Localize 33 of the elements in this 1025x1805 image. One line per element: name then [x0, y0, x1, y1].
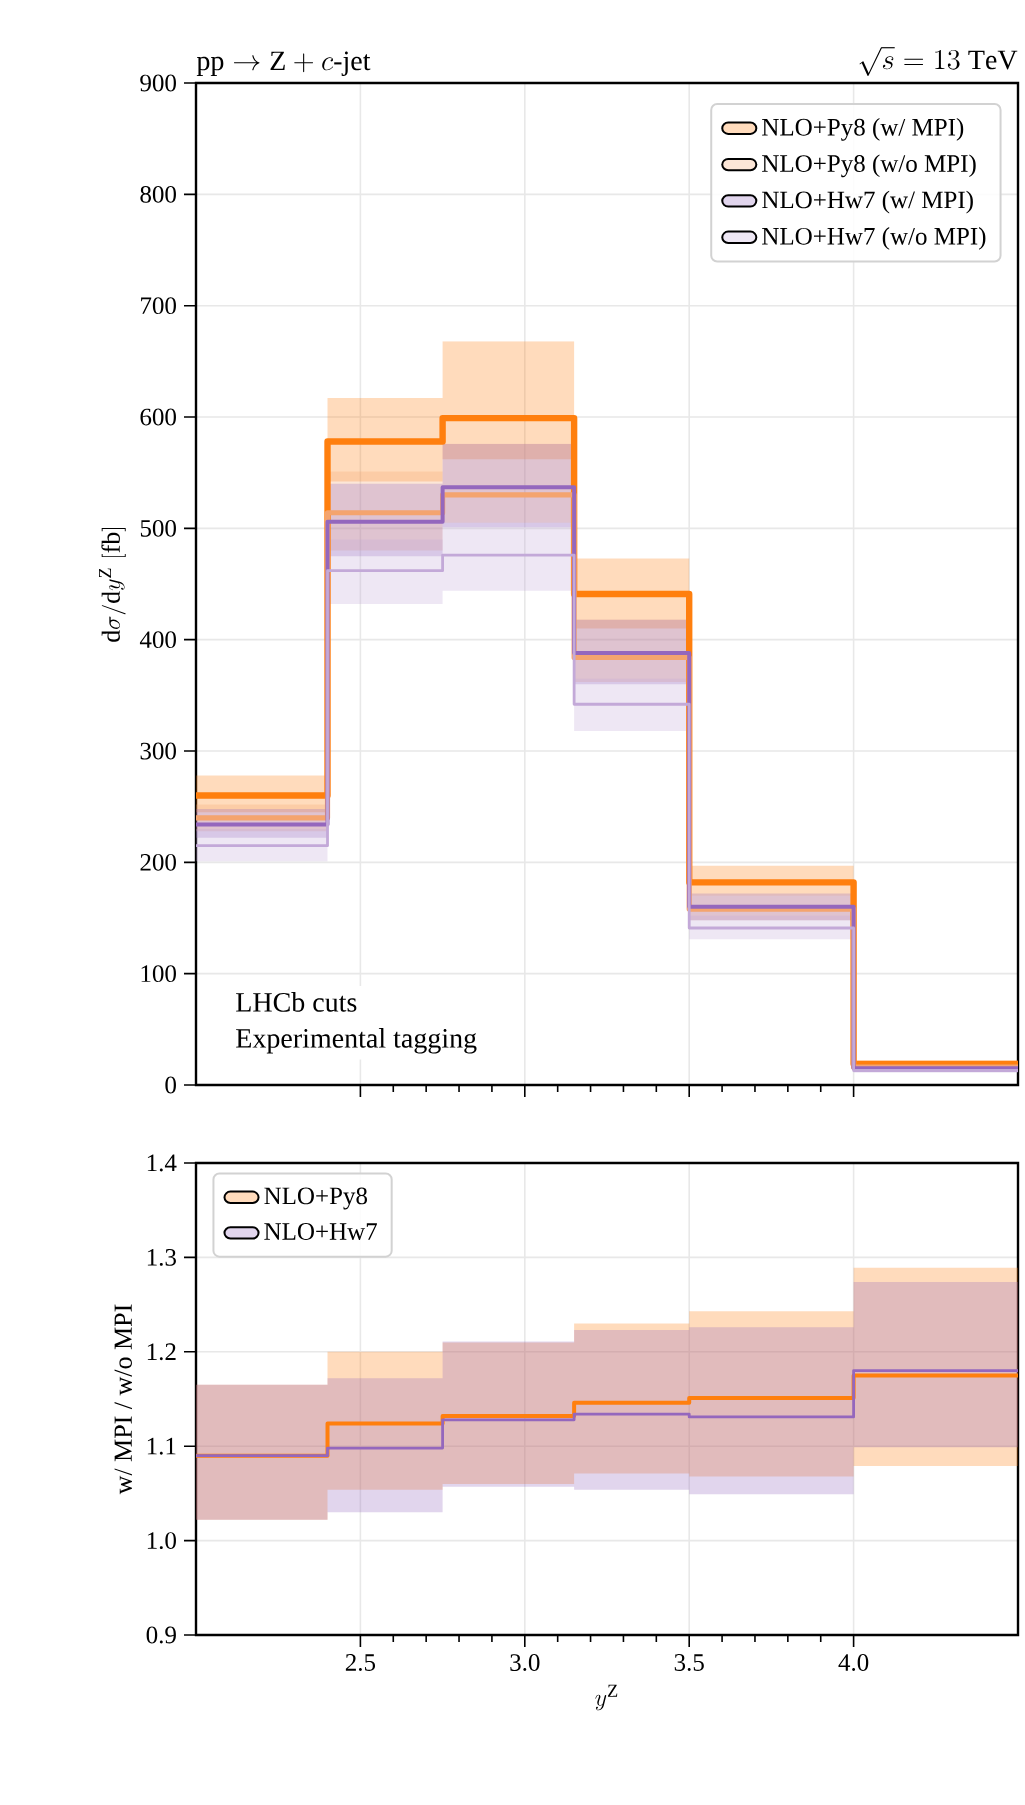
y-tick-label: 0	[165, 1076, 176, 1094]
y-tick-label: 800	[140, 185, 176, 203]
y-tick-label: 900	[140, 74, 176, 92]
y-tick-label: 300	[140, 742, 176, 760]
y-tick-label: 0.9	[146, 1626, 176, 1644]
x-axis-title: $y^{\mathrm{Z}}$	[595, 1684, 618, 1711]
x-tick-label: 3.0	[510, 1654, 540, 1672]
y-axis-title: $\mathrm{d}\sigma/\mathrm{d}y^{\mathrm{Z}}~[\mathrm{fb}]$	[99, 527, 126, 642]
y-tick-label: 1.4	[147, 1154, 177, 1172]
y-tick-label: 600	[140, 408, 176, 426]
y-tick-label: 1.3	[147, 1248, 176, 1266]
y-tick-label: 500	[140, 519, 176, 537]
legend-label: NLO+Hw7 (w/ MPI)	[762, 190, 973, 214]
x-tick-label: 2.5	[345, 1654, 376, 1671]
y-tick-label: 1.1	[147, 1437, 176, 1455]
chart-subtitle: $\sqrt{s} = 13~\mathrm{TeV}$	[859, 47, 1018, 76]
annotation: LHCb cuts	[236, 992, 357, 1012]
legend-label: NLO+Hw7	[264, 1223, 377, 1240]
y-tick-label: 1.0	[147, 1532, 176, 1550]
y-tick-label: 1.2	[147, 1343, 176, 1361]
x-tick-label: 4.0	[838, 1654, 869, 1672]
x-tick-label: 3.5	[674, 1654, 704, 1671]
legend-label: NLO+Hw7 (w/o MPI)	[762, 227, 986, 250]
chart-title: $\mathrm{pp} \to \mathrm{Z} + c\text{-jet}$	[196, 51, 371, 76]
y-tick-label: 200	[140, 853, 176, 871]
y-tick-label: 400	[139, 631, 176, 649]
y-axis-title: w/ MPI / w/o MPI	[114, 1304, 132, 1495]
annotation: Experimental tagging	[236, 1028, 477, 1054]
y-tick-label: 700	[141, 297, 176, 315]
y-tick-label: 100	[141, 965, 176, 983]
legend-label: NLO+Py8 (w/ MPI)	[762, 118, 964, 141]
legend-label: NLO+Py8 (w/o MPI)	[762, 154, 976, 178]
legend-label: NLO+Py8	[264, 1187, 368, 1210]
